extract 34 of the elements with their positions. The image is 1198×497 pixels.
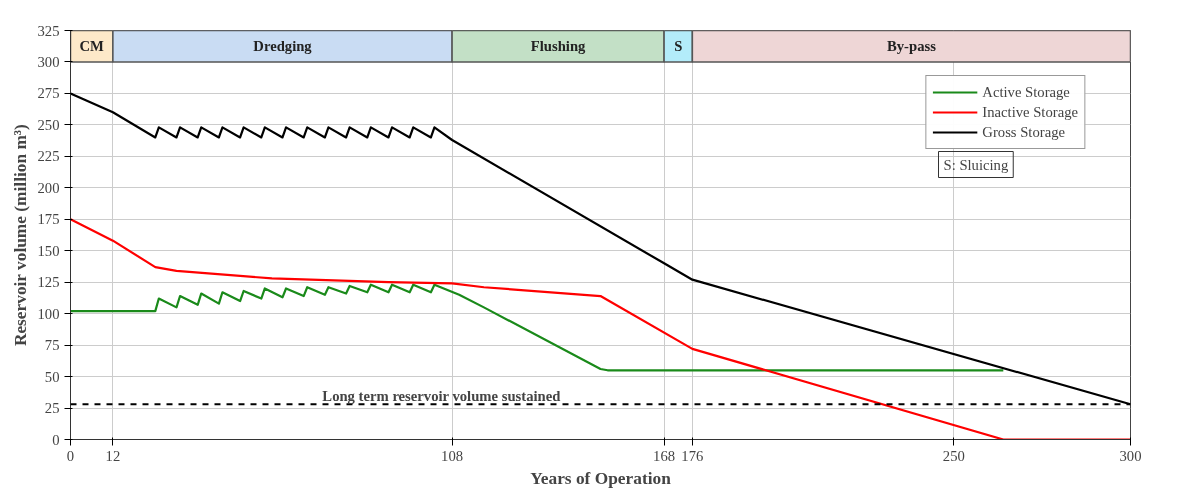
- x-tick-label: 250: [942, 447, 965, 464]
- y-tick-label: 200: [37, 179, 60, 196]
- band-label: CM: [79, 38, 105, 55]
- y-tick-label: 25: [44, 400, 60, 417]
- x-tick-label: 176: [681, 447, 704, 464]
- y-tick-label: 125: [37, 274, 60, 291]
- band-label: Flushing: [530, 38, 587, 55]
- legend-label: Active Storage: [982, 83, 1070, 101]
- y-tick-label: 0: [52, 431, 60, 448]
- band-label: S: [674, 38, 683, 55]
- annotation: S: Sluicing: [943, 156, 1009, 173]
- x-tick-label: 108: [441, 447, 464, 464]
- x-axis-title: Years of Operation: [530, 468, 672, 488]
- y-tick-label: 225: [37, 148, 60, 165]
- y-tick-label: 325: [37, 22, 60, 39]
- y-tick-label: 75: [44, 337, 60, 354]
- y-tick-label: 300: [37, 53, 60, 70]
- line-series: [70, 283, 1005, 372]
- band-label: Dredging: [253, 38, 313, 55]
- band-label: By-pass: [887, 38, 937, 55]
- y-tick-label: 275: [37, 85, 60, 102]
- legend-label: Gross Storage: [982, 123, 1065, 141]
- y-tick-label: 150: [37, 242, 60, 259]
- ref-line-label: Long term reservoir volume sustained: [322, 388, 561, 405]
- y-axis-title: Reservoir volume (million m³): [10, 123, 30, 347]
- y-tick-label: 250: [37, 116, 60, 133]
- y-tick-label: 100: [37, 305, 60, 322]
- y-tick-label: 50: [44, 368, 60, 385]
- x-tick-label: 0: [66, 447, 75, 464]
- x-tick-label: 12: [105, 447, 121, 464]
- x-tick-label: 168: [653, 447, 676, 464]
- x-tick-label: 300: [1119, 447, 1142, 464]
- legend-label: Inactive Storage: [982, 103, 1078, 121]
- y-tick-label: 175: [37, 211, 60, 228]
